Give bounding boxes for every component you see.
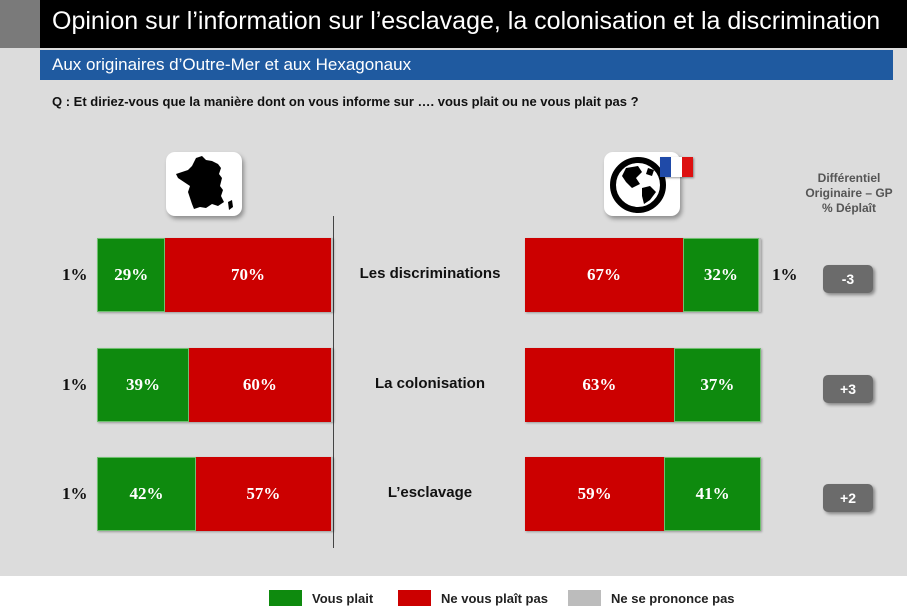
page-title: Opinion sur l’information sur l’esclavag… (52, 7, 881, 35)
bar-segment-plait: 41% (664, 457, 761, 531)
bar-segment-ne-plait-pas: 60% (189, 348, 331, 422)
bar-segment-ne-plait-pas: 57% (196, 457, 331, 531)
france-map-icon (166, 152, 242, 216)
bar-right-0: 67% 32% (525, 238, 761, 312)
np-label-left: 1% (62, 265, 88, 284)
bar-left-0: 29% 70% (97, 238, 333, 312)
np-label-right: 1% (772, 265, 798, 284)
page-subtitle: Aux originaires d’Outre-Mer et aux Hexag… (52, 55, 412, 74)
differential-badge: +3 (823, 375, 873, 403)
bar-segment-ne-plait-pas: 59% (525, 457, 665, 531)
differential-header: Différentiel Originaire – GP % Déplaît (790, 171, 907, 216)
category-label: L’esclavage (387, 484, 473, 501)
bar-segment-ne-plait-pas: 70% (165, 238, 331, 312)
bar-segment-np (330, 457, 333, 531)
legend-swatch-ne-plait-pas (398, 590, 431, 606)
title-accent (0, 0, 40, 48)
bar-segment-np (758, 238, 761, 312)
bar-segment-plait: 29% (97, 238, 166, 312)
category-label: La colonisation (374, 375, 485, 392)
np-label-left: 1% (62, 484, 88, 503)
bar-segment-plait: 39% (97, 348, 190, 422)
french-flag-icon (660, 157, 693, 177)
bar-left-2: 42% 57% (97, 457, 333, 531)
legend-label: Ne vous plaît pas (441, 590, 548, 606)
differential-header-line: % Déplaît (821, 201, 876, 215)
bar-segment-ne-plait-pas: 63% (525, 348, 674, 422)
bar-segment-plait: 37% (673, 348, 761, 422)
survey-question: Q : Et diriez-vous que la manière dont o… (52, 94, 639, 109)
bar-right-1: 63% 37% (525, 348, 761, 422)
legend-item-np: Ne se prononce pas (568, 590, 735, 606)
bar-segment-np (330, 238, 333, 312)
legend-swatch-plait (269, 590, 302, 606)
np-label-left: 1% (62, 375, 88, 394)
bar-left-1: 39% 60% (97, 348, 333, 422)
legend-swatch-np (568, 590, 601, 606)
differential-header-line: Originaire – GP (805, 186, 893, 200)
differential-header-line: Différentiel (817, 171, 881, 185)
bar-segment-ne-plait-pas: 67% (525, 238, 684, 312)
center-divider (333, 216, 334, 548)
title-bar: Opinion sur l’information sur l’esclavag… (0, 0, 907, 48)
legend-item-ne-plait-pas: Ne vous plaît pas (398, 590, 548, 606)
legend: Vous plait Ne vous plaît pas Ne se prono… (0, 576, 907, 616)
category-label: Les discriminations (359, 265, 501, 282)
legend-label: Vous plait (312, 590, 374, 606)
bar-segment-plait: 42% (97, 457, 197, 531)
legend-label: Ne se prononce pas (611, 590, 735, 606)
bar-segment-plait: 32% (683, 238, 759, 312)
differential-badge: -3 (823, 265, 873, 293)
subtitle-bar: Aux originaires d’Outre-Mer et aux Hexag… (40, 50, 893, 80)
legend-item-plait: Vous plait (269, 590, 373, 606)
bar-right-2: 59% 41% (525, 457, 761, 531)
differential-badge: +2 (823, 484, 873, 512)
bar-segment-np (330, 348, 333, 422)
